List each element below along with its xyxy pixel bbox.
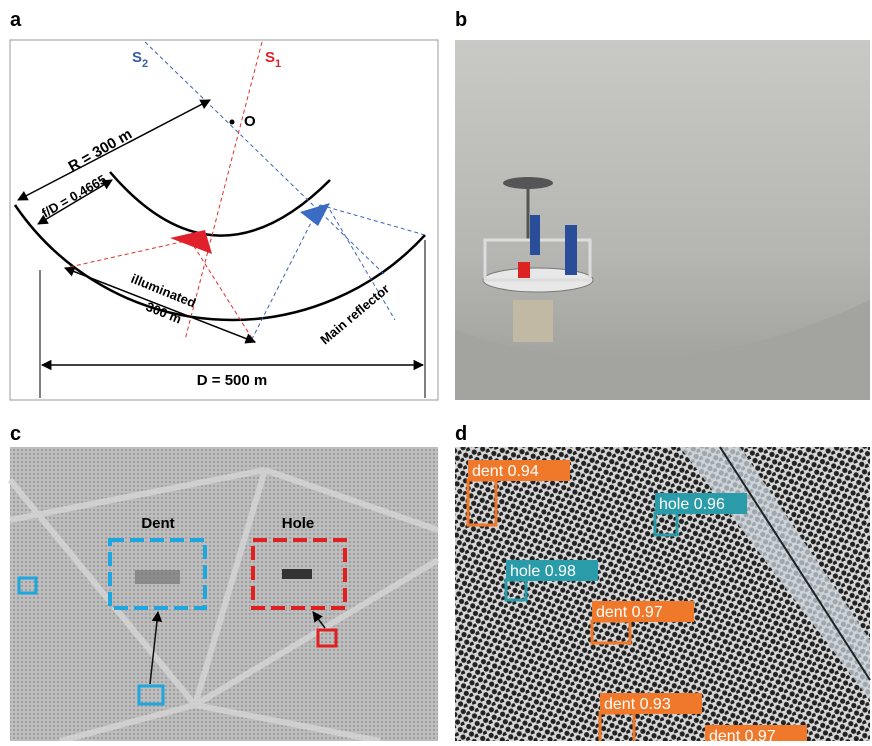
aperture-label: D = 500 m	[197, 372, 267, 389]
photo-reflector	[10, 447, 438, 741]
hole-label: Hole	[282, 515, 315, 532]
panel-b	[455, 40, 870, 400]
detection-label: dent 0.94	[472, 463, 539, 480]
detection-label: dent 0.97	[709, 728, 776, 741]
panel-d: dent 0.94 hole 0.96 hole 0.98 dent 0.97 dent…	[455, 447, 870, 741]
panel-label: b	[455, 9, 467, 31]
dent-label: Dent	[141, 515, 174, 532]
diagram-frame	[10, 40, 438, 400]
panel-label: c	[10, 423, 21, 445]
panel-a: S2 S1 O R = 300 m f/D = 0.4665 illuminat…	[10, 40, 438, 400]
focus-point	[230, 120, 235, 125]
detection-label: dent 0.97	[596, 604, 663, 621]
detection-label: dent 0.93	[604, 696, 671, 713]
focus-label: O	[244, 113, 256, 130]
panel-c: Dent Hole	[10, 447, 438, 741]
detection-label: hole 0.98	[510, 563, 576, 580]
panel-label: d	[455, 423, 467, 445]
detection-label: hole 0.96	[659, 496, 725, 513]
figure: S2 S1 O R = 300 m f/D = 0.4665 illuminat…	[0, 0, 872, 741]
panel-label: a	[10, 9, 22, 31]
